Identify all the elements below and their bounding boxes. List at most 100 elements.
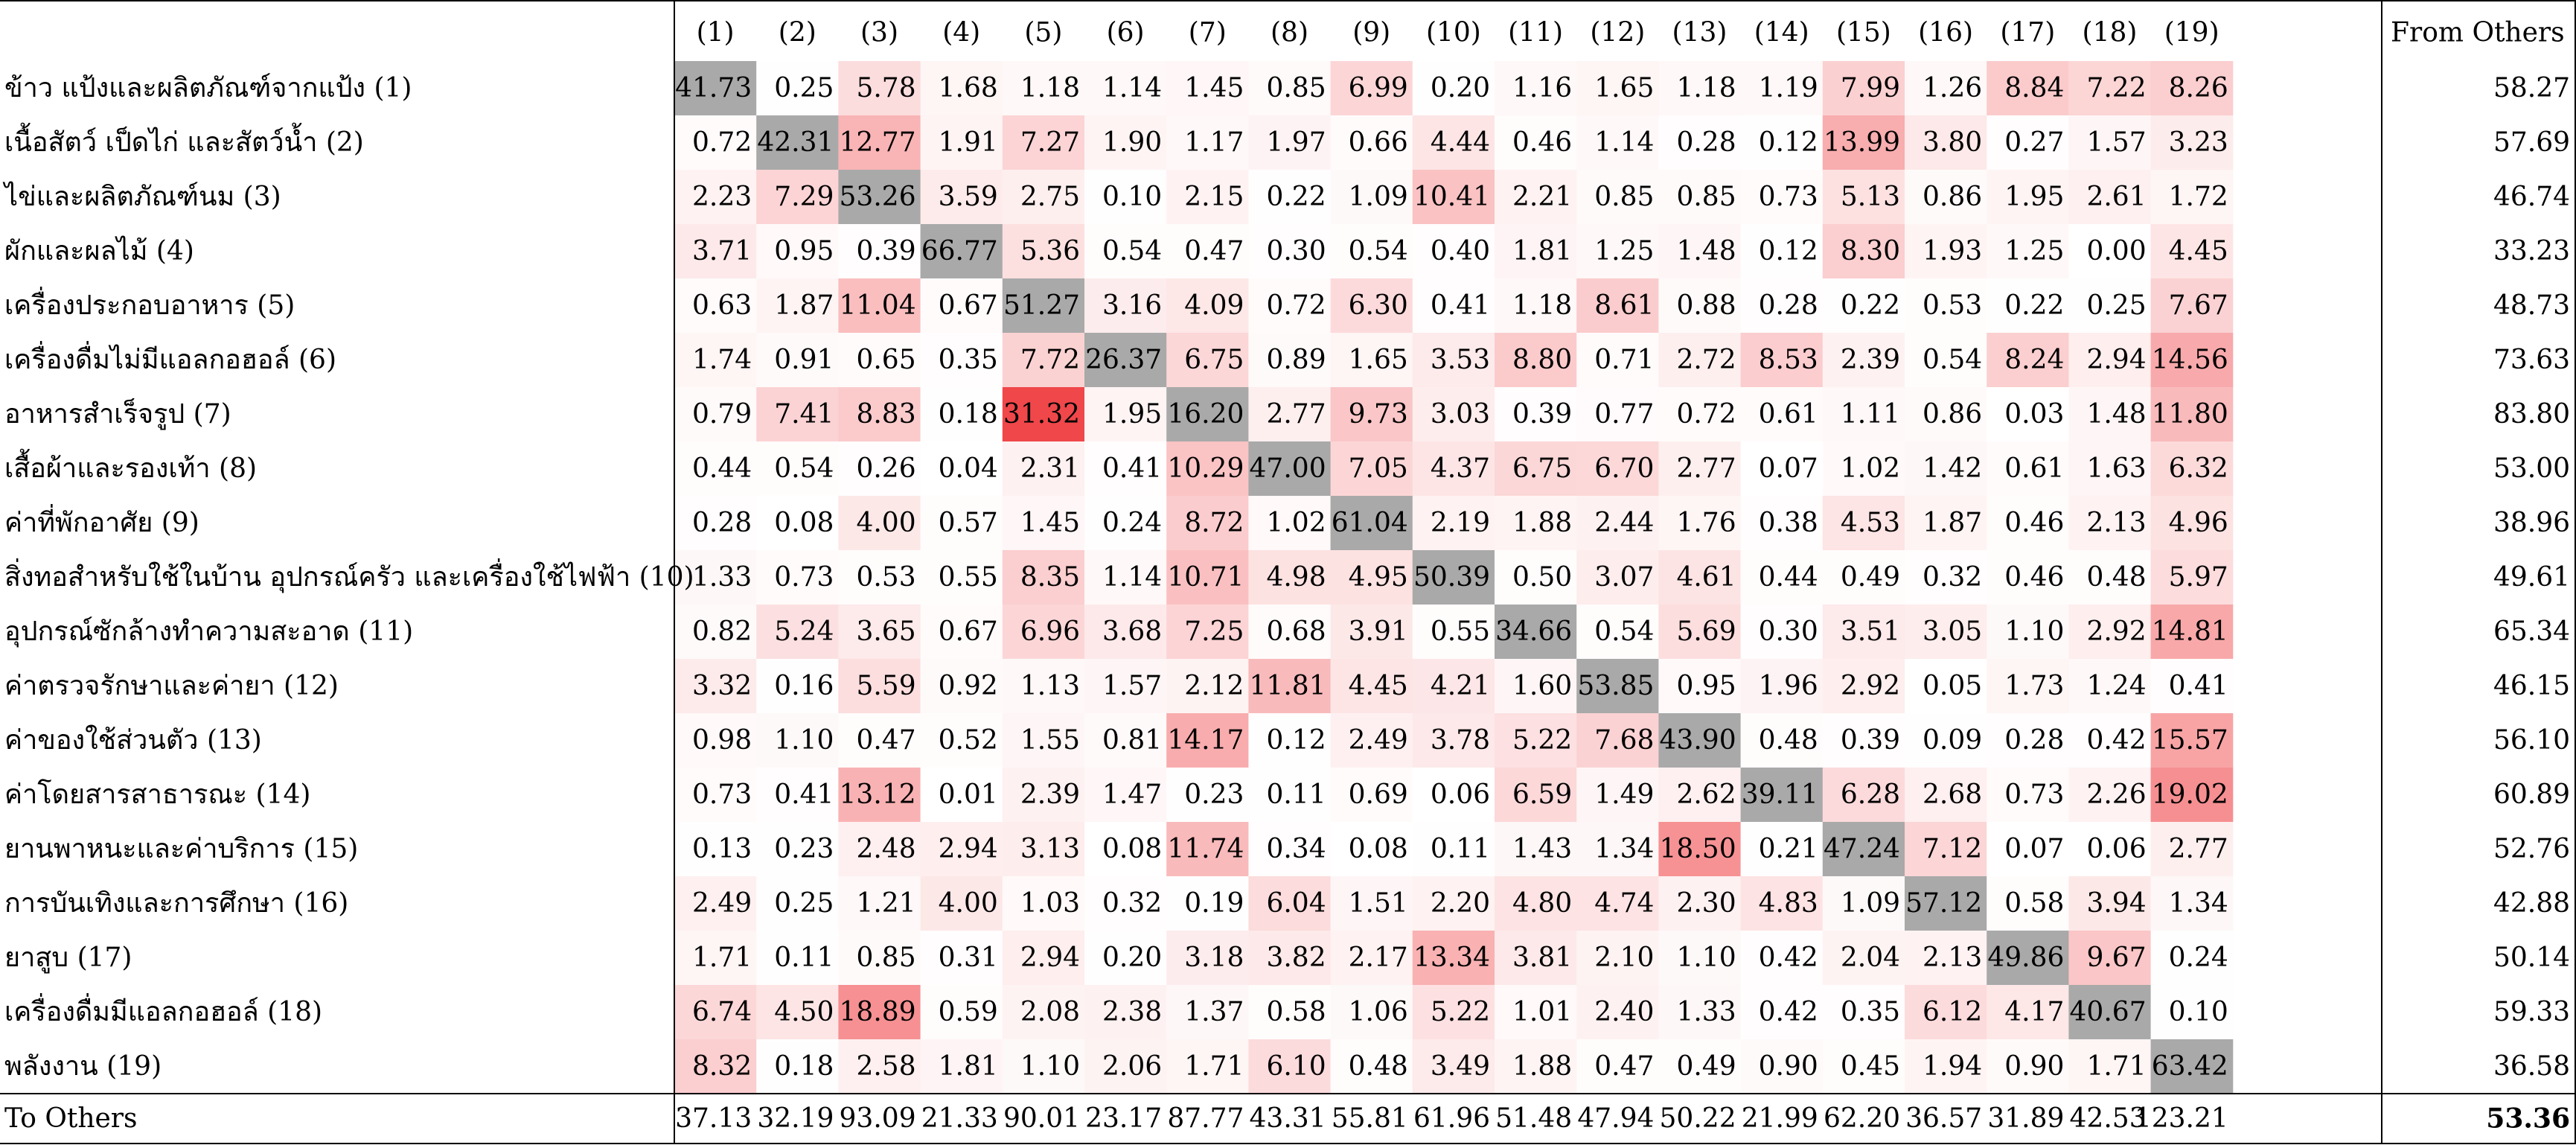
to-others-value: 43.31 — [1250, 1103, 1326, 1134]
row-label: ข้าว แป้งและผลิตภัณฑ์จากแป้ง (1) — [4, 73, 412, 103]
cell-value: 4.00 — [939, 888, 998, 919]
heatmap-cell — [2150, 876, 2234, 931]
heatmap-cell — [1248, 170, 1332, 225]
heatmap-cell — [2150, 496, 2234, 551]
to-others-value: 123.21 — [2135, 1103, 2228, 1134]
heatmap-cell — [674, 496, 757, 551]
heatmap-cell — [1658, 931, 1742, 986]
heatmap-cell — [756, 170, 839, 225]
cell-value: 1.25 — [2004, 236, 2064, 267]
cell-value: 0.57 — [939, 508, 998, 538]
heatmap-cell — [1084, 550, 1167, 605]
heatmap-cell — [1084, 224, 1167, 279]
cell-value: 4.74 — [1594, 888, 1654, 919]
heatmap-cell — [1576, 605, 1659, 660]
cell-value: 1.03 — [1020, 888, 1080, 919]
cell-value: 0.35 — [939, 345, 998, 375]
heatmap-cell — [2150, 387, 2234, 442]
cell-value: 1.02 — [1841, 453, 1900, 484]
heatmap-cell — [1002, 387, 1085, 442]
cell-value: 10.41 — [1413, 182, 1490, 212]
heatmap-cell — [1822, 550, 1905, 605]
cell-value: 39.11 — [1742, 779, 1818, 810]
heatmap-cell — [1248, 822, 1332, 877]
cell-value: 7.68 — [1594, 725, 1654, 756]
to-others-value: 47.94 — [1577, 1103, 1654, 1134]
cell-value: 3.16 — [1102, 290, 1162, 321]
heatmap-cell — [1330, 496, 1413, 551]
heatmap-cell — [838, 496, 921, 551]
cell-value: 0.71 — [1594, 345, 1654, 375]
from-others-header: From Others — [2391, 18, 2565, 48]
heatmap-cell — [1084, 713, 1167, 768]
cell-value: 2.21 — [1512, 182, 1572, 212]
cell-value: 0.22 — [2004, 290, 2064, 321]
cell-value: 4.98 — [1266, 562, 1326, 593]
cell-value: 0.47 — [1594, 1051, 1654, 1082]
cell-value: 1.90 — [1102, 127, 1162, 158]
heatmap-cell — [1330, 224, 1413, 279]
heatmap-cell — [1084, 768, 1167, 823]
heatmap-cell — [920, 713, 1003, 768]
cell-value: 0.95 — [1676, 671, 1736, 701]
heatmap-cell — [1495, 278, 1577, 334]
heatmap-cell — [1495, 1039, 1577, 1094]
heatmap-cell — [1330, 713, 1413, 768]
heatmap-cell — [2150, 441, 2234, 497]
cell-value: 8.72 — [1184, 508, 1244, 538]
heatmap-cell — [1084, 333, 1167, 388]
heatmap-cell — [920, 985, 1003, 1040]
cell-value: 2.49 — [692, 888, 752, 919]
heatmap-cell — [920, 550, 1003, 605]
heatmap-cell — [1987, 224, 2069, 279]
heatmap-cell — [1412, 822, 1495, 877]
cell-value: 1.57 — [2086, 127, 2146, 158]
cell-value: 11.04 — [840, 290, 916, 321]
heatmap-cell — [920, 822, 1003, 877]
cell-value: 1.55 — [1020, 725, 1080, 756]
cell-value: 6.59 — [1512, 779, 1572, 810]
cell-value: 2.12 — [1184, 671, 1244, 701]
cell-value: 0.92 — [939, 671, 998, 701]
heatmap-cell — [1905, 822, 1987, 877]
cell-value: 4.50 — [774, 997, 834, 1027]
cell-value: 0.44 — [692, 453, 752, 484]
from-others-value: 52.76 — [2493, 834, 2570, 864]
heatmap-cell — [1905, 333, 1987, 388]
from-others-value: 38.96 — [2493, 508, 2570, 538]
heatmap-cell — [1822, 61, 1905, 116]
heatmap-cell — [1412, 985, 1495, 1040]
heatmap-cell — [1330, 659, 1413, 714]
cell-value: 4.44 — [1431, 127, 1490, 158]
heatmap-cell — [1166, 659, 1249, 714]
heatmap-cell — [674, 985, 757, 1040]
heatmap-cell — [1658, 876, 1742, 931]
cell-value: 6.30 — [1349, 290, 1408, 321]
heatmap-cell — [1495, 387, 1577, 442]
heatmap-cell — [920, 441, 1003, 497]
cell-value: 2.31 — [1020, 453, 1080, 484]
cell-value: 0.12 — [1266, 725, 1326, 756]
heatmap-cell — [1166, 61, 1249, 116]
heatmap-cell — [1740, 550, 1824, 605]
heatmap-cell — [1248, 713, 1332, 768]
cell-value: 1.93 — [1923, 236, 1982, 267]
heatmap-cell — [2068, 1039, 2152, 1094]
cell-value: 0.59 — [939, 997, 998, 1027]
cell-value: 18.89 — [840, 997, 916, 1027]
heatmap-cell — [1002, 985, 1085, 1040]
row-label: ค่าโดยสารสาธารณะ (14) — [4, 779, 310, 810]
cell-value: 8.84 — [2004, 73, 2064, 103]
cell-value: 2.58 — [856, 1051, 915, 1082]
row-label: อาหารสำเร็จรูป (7) — [4, 397, 231, 430]
heatmap-cell — [1576, 659, 1659, 714]
from-others-value: 57.69 — [2493, 127, 2570, 158]
cell-value: 0.72 — [692, 127, 752, 158]
heatmap-cell — [1412, 170, 1495, 225]
cell-value: 0.42 — [1759, 997, 1818, 1027]
cell-value: 1.71 — [1184, 1051, 1244, 1082]
cell-value: 0.04 — [939, 453, 998, 484]
cell-value: 5.59 — [856, 671, 915, 701]
heatmap-cell — [1084, 605, 1167, 660]
heatmap-cell — [1330, 1039, 1413, 1094]
